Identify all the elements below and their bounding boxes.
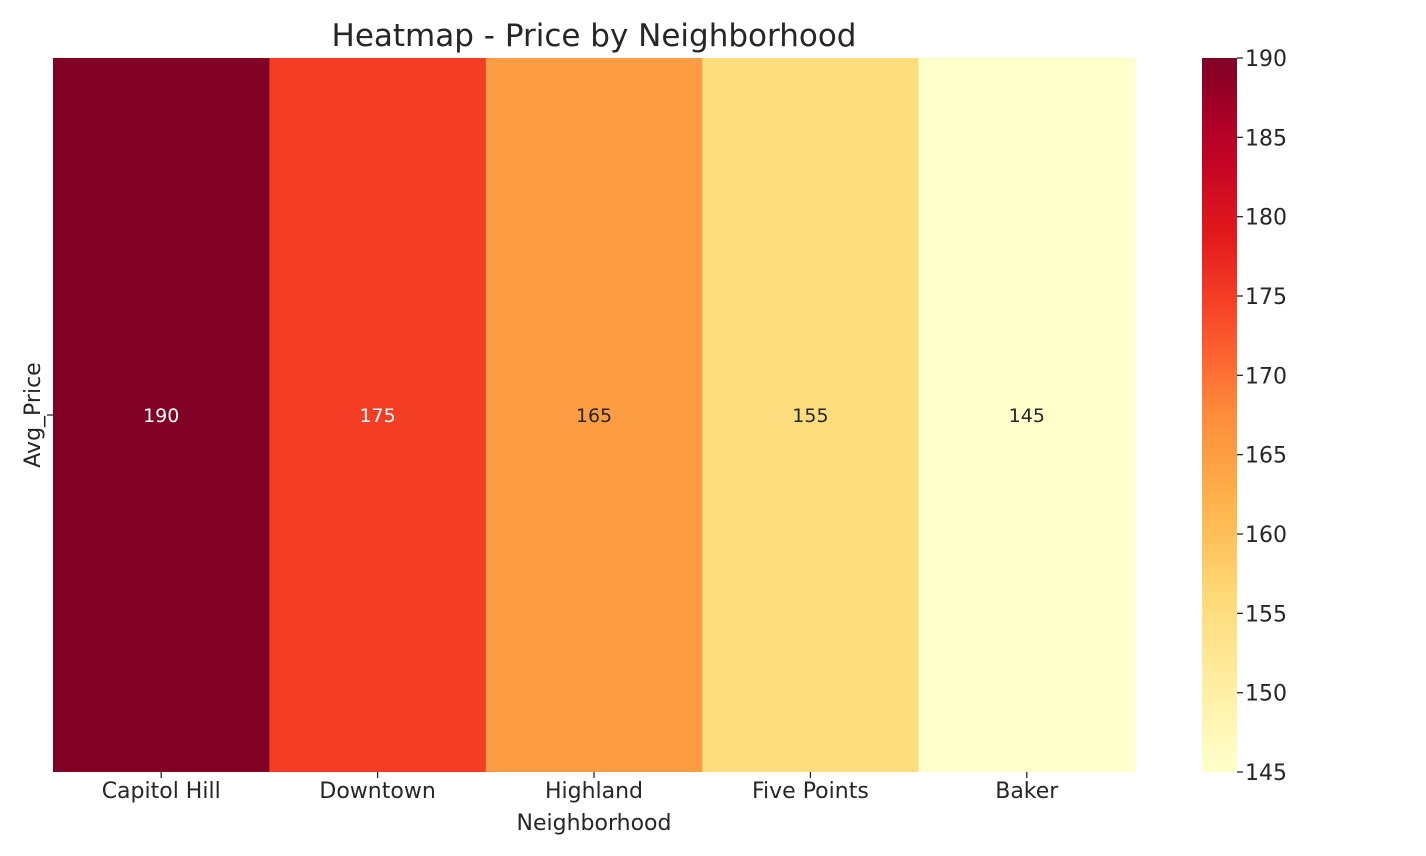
heatmap-cells: 190 175 165 155 145 bbox=[53, 58, 1136, 772]
x-tick-label: Downtown bbox=[319, 779, 435, 804]
cell-value-label: 145 bbox=[1009, 405, 1045, 427]
x-tick-label: Capitol Hill bbox=[102, 779, 221, 804]
colorbar-tick-label: 145 bbox=[1245, 761, 1287, 786]
colorbar-tick-label: 170 bbox=[1245, 364, 1287, 389]
x-tick-label: Five Points bbox=[752, 779, 869, 804]
x-tick-label: Highland bbox=[545, 779, 643, 804]
colorbar-tick-label: 175 bbox=[1245, 285, 1287, 310]
colorbar-tick-label: 185 bbox=[1245, 126, 1287, 151]
cell-value-label: 190 bbox=[143, 405, 179, 427]
cell-value-label: 155 bbox=[792, 405, 828, 427]
colorbar-tick-label: 190 bbox=[1245, 47, 1287, 72]
chart-title: Heatmap - Price by Neighborhood bbox=[332, 18, 857, 54]
colorbar: 145 150 155 160 165 170 175 180 185 190 bbox=[1202, 47, 1287, 786]
cell-value-label: 175 bbox=[359, 405, 395, 427]
colorbar-tick-label: 165 bbox=[1245, 444, 1287, 469]
x-tick-label: Baker bbox=[995, 779, 1059, 804]
y-axis-ticks: Avg_Price bbox=[21, 362, 53, 467]
cell-value-label: 165 bbox=[576, 405, 612, 427]
x-axis-ticks: Capitol Hill Downtown Highland Five Points B… bbox=[102, 772, 1060, 804]
colorbar-tick-label: 180 bbox=[1245, 206, 1287, 231]
colorbar-tick-label: 155 bbox=[1245, 602, 1287, 627]
x-axis-label: Neighborhood bbox=[517, 811, 672, 836]
colorbar-tick-label: 160 bbox=[1245, 523, 1287, 548]
colorbar-tick-label: 150 bbox=[1245, 682, 1287, 707]
y-tick-label: Avg_Price bbox=[21, 362, 46, 467]
colorbar-gradient bbox=[1202, 58, 1237, 772]
